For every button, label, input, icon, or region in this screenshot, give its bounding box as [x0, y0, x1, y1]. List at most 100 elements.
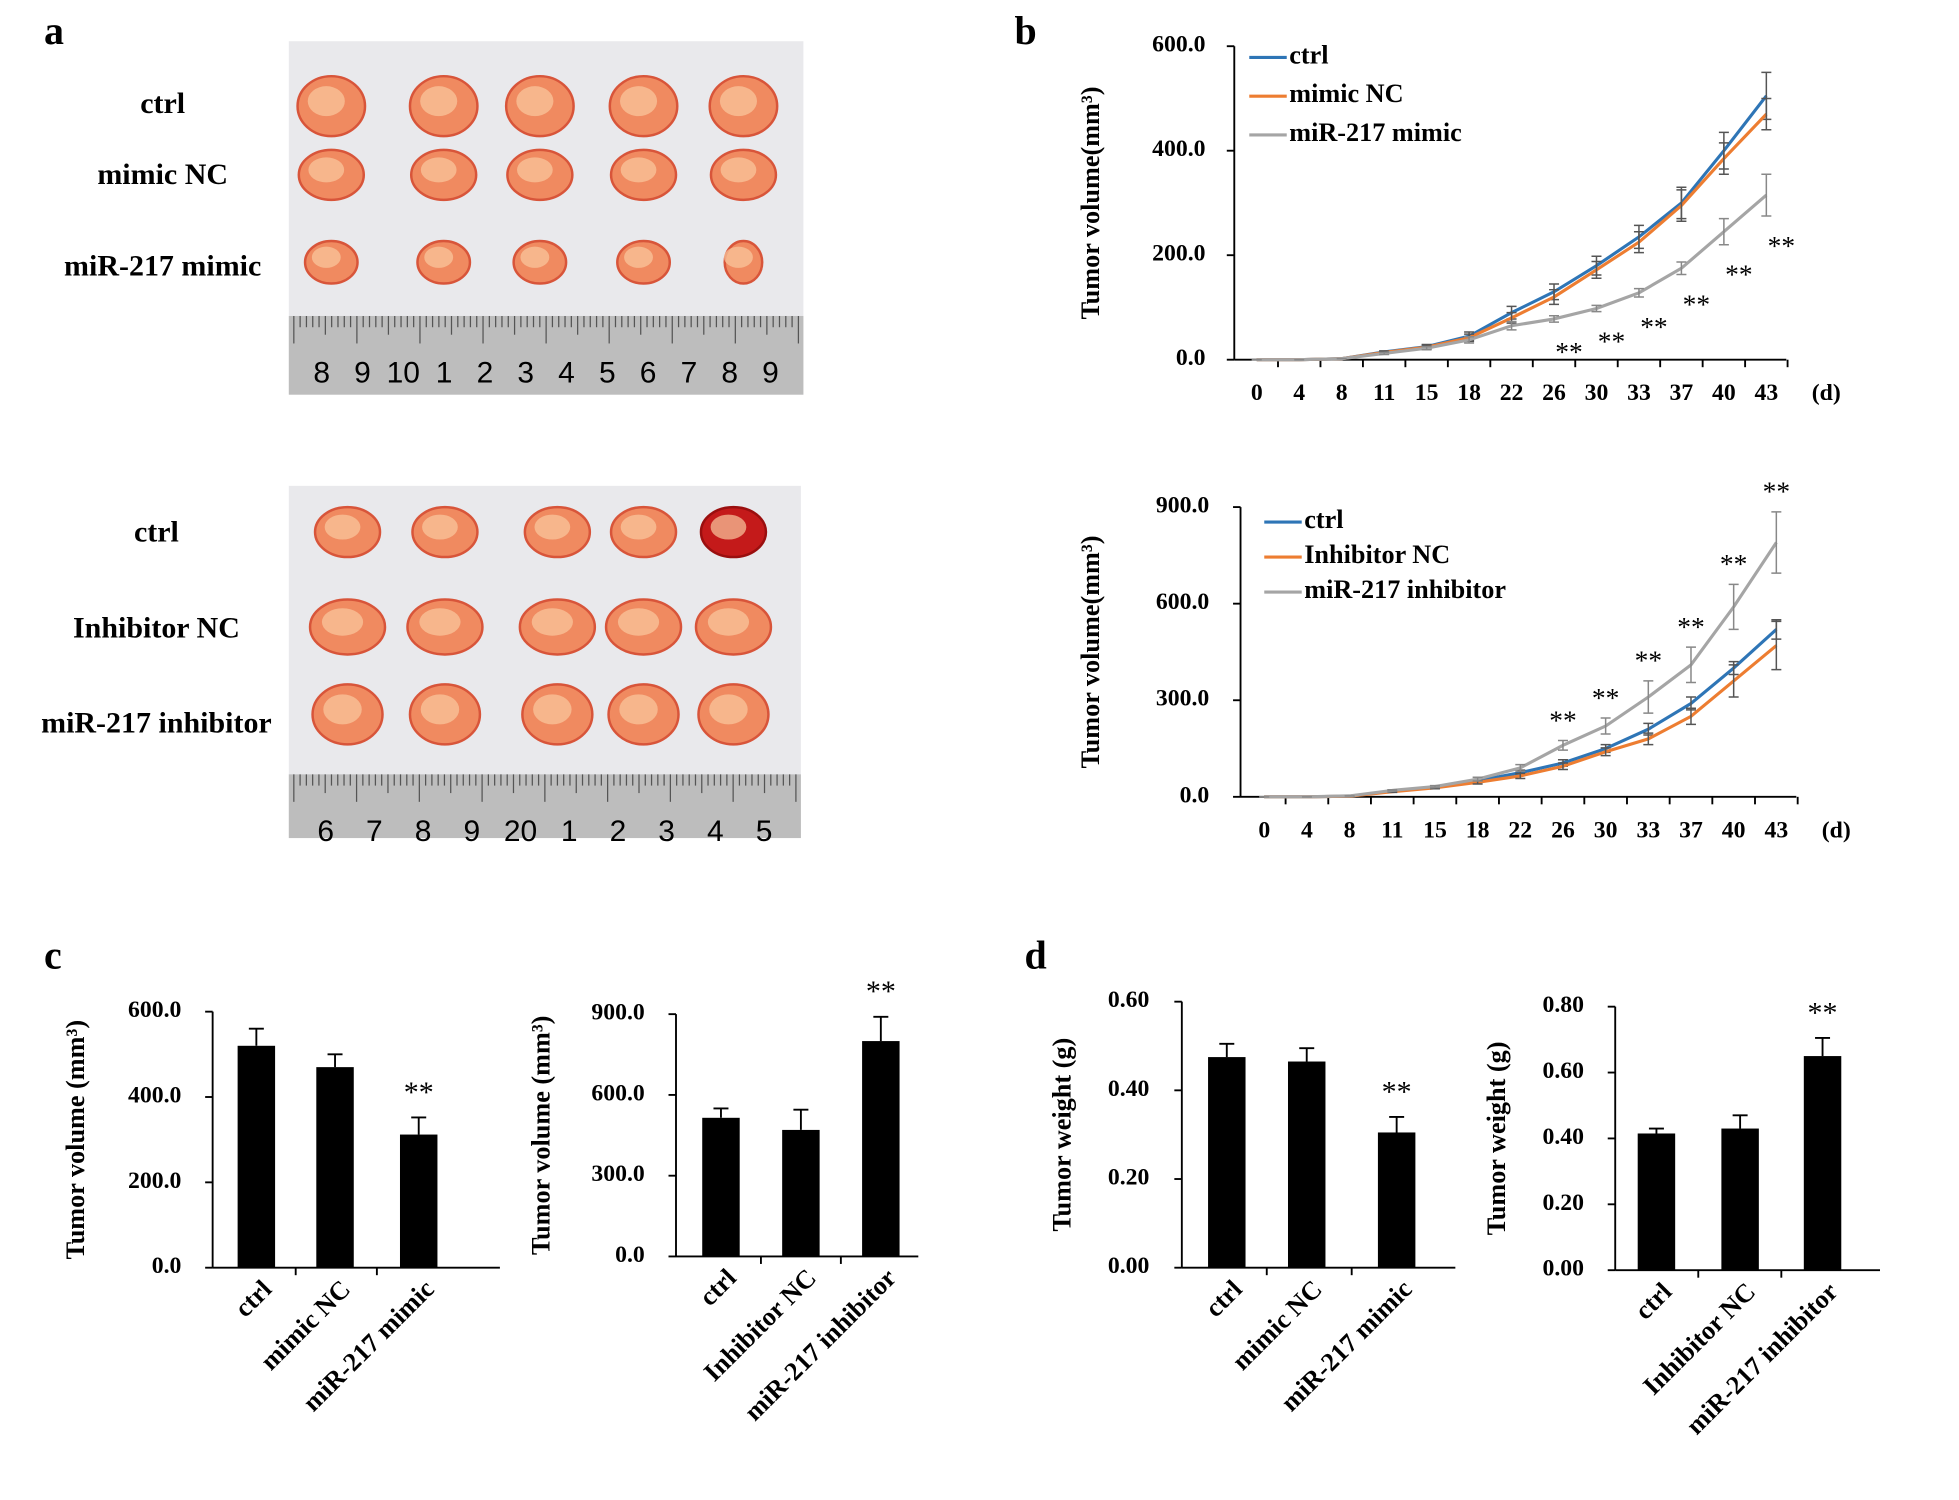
- y-tick-label: 600.0: [1152, 32, 1205, 58]
- significance: **: [866, 975, 896, 1008]
- error-bar: [1591, 260, 1602, 279]
- ruler-label: 9: [463, 815, 480, 848]
- panel-label: a: [44, 8, 64, 53]
- tumor-highlight: [619, 694, 658, 725]
- tumor-highlight: [533, 694, 572, 725]
- y-axis-label: Tumor volume (mm³): [527, 1016, 556, 1255]
- error-bar: [1685, 707, 1696, 726]
- tumor-highlight: [424, 246, 454, 268]
- tumor-highlight: [420, 157, 457, 183]
- y-tick-label: 0.80: [1542, 992, 1584, 1018]
- error-bar: [1549, 315, 1560, 323]
- ruler-label: 8: [721, 357, 738, 390]
- x-tick-label: 18: [1457, 380, 1481, 406]
- x-axis-label: (d): [1812, 380, 1841, 406]
- error-bar: [1421, 345, 1432, 351]
- x-tick-label: 22: [1500, 380, 1524, 406]
- significance: **: [1768, 231, 1795, 261]
- y-tick-label: 0.40: [1542, 1124, 1584, 1150]
- tumor-highlight: [420, 86, 458, 117]
- bar: [1637, 1133, 1676, 1271]
- error-bar: [1771, 511, 1782, 574]
- ruler-label: 3: [658, 815, 675, 848]
- tumor-highlight: [617, 608, 660, 636]
- x-axis-label: (d): [1822, 817, 1851, 843]
- ruler-label: 5: [756, 815, 773, 848]
- x-tick-label: 15: [1423, 817, 1447, 843]
- error-bar: [1815, 1037, 1831, 1057]
- tumor-highlight: [707, 608, 750, 636]
- legend-label: mimic NC: [1289, 79, 1403, 108]
- x-tick-label: 0: [1258, 817, 1270, 843]
- significance: **: [1720, 549, 1747, 579]
- error-bar: [1633, 230, 1644, 254]
- bar: [1721, 1128, 1759, 1271]
- tumor-highlight: [321, 608, 364, 636]
- error-bar: [1728, 583, 1739, 631]
- error-bar: [1506, 320, 1517, 331]
- y-tick-label: 0.60: [1108, 987, 1150, 1013]
- ruler-label: 7: [681, 357, 698, 390]
- significance: **: [1592, 683, 1619, 713]
- error-bar: [1429, 784, 1440, 789]
- error-bar: [1299, 1047, 1315, 1062]
- legend-label: Inhibitor NC: [1304, 540, 1450, 569]
- y-axis-label: Tumor volume(mm³): [1076, 536, 1105, 769]
- error-bar: [1676, 261, 1687, 276]
- ruler-label: 6: [317, 815, 334, 848]
- y-tick-label: 400.0: [1152, 136, 1205, 162]
- error-bar: [1472, 776, 1483, 782]
- y-tick-label: 900.0: [1156, 493, 1209, 519]
- tumor-highlight: [710, 514, 747, 540]
- error-bar: [327, 1053, 343, 1068]
- x-tick-label: 4: [1293, 380, 1305, 406]
- x-tick-label: 37: [1670, 380, 1694, 406]
- tumor-highlight: [531, 608, 573, 636]
- x-tick-label: 30: [1594, 817, 1618, 843]
- y-axis-label: Tumor weight (g): [1482, 1042, 1511, 1236]
- error-bar: [1771, 620, 1782, 671]
- x-tick-label: 30: [1585, 380, 1609, 406]
- tumor-highlight: [419, 608, 461, 636]
- error-bar: [248, 1027, 264, 1046]
- ruler-label: 4: [707, 815, 724, 848]
- error-bar: [1633, 287, 1644, 298]
- y-tick-label: 600.0: [1156, 589, 1209, 615]
- row-label: miR-217 mimic: [64, 249, 261, 282]
- error-bar: [1557, 739, 1568, 751]
- row-label: ctrl: [140, 87, 185, 120]
- tumor-highlight: [724, 246, 753, 268]
- error-bar: [411, 1116, 427, 1135]
- legend-label: miR-217 mimic: [1289, 118, 1462, 147]
- bar: [702, 1117, 740, 1257]
- tumor-highlight: [307, 86, 345, 117]
- significance: **: [1725, 260, 1752, 290]
- y-tick-label: 0.0: [615, 1242, 645, 1268]
- error-bar: [1387, 789, 1398, 792]
- tumor-highlight: [624, 246, 653, 268]
- significance: **: [1382, 1075, 1412, 1108]
- significance: **: [1635, 646, 1662, 676]
- x-tick-label: 26: [1542, 380, 1566, 406]
- y-tick-label: 600.0: [591, 1080, 644, 1106]
- x-tick-label: 26: [1551, 817, 1575, 843]
- y-tick-label: 200.0: [128, 1168, 181, 1194]
- error-bar: [1648, 1127, 1664, 1134]
- y-tick-label: 400.0: [128, 1082, 181, 1108]
- ruler-label: 20: [504, 815, 537, 848]
- significance: **: [1549, 705, 1576, 735]
- tumor-highlight: [534, 514, 571, 540]
- y-tick-label: 0.0: [152, 1253, 182, 1279]
- significance: **: [1763, 477, 1790, 507]
- error-bar: [1600, 747, 1611, 757]
- error-bar: [1643, 732, 1654, 746]
- x-tick-label: 0: [1251, 380, 1263, 406]
- tumor-highlight: [620, 514, 657, 540]
- bar: [862, 1041, 900, 1257]
- panel-label: d: [1024, 932, 1046, 977]
- row-label: miR-217 inhibitor: [41, 707, 272, 740]
- bar: [1208, 1057, 1246, 1268]
- error-bar: [1515, 763, 1526, 772]
- row-label: mimic NC: [97, 158, 228, 191]
